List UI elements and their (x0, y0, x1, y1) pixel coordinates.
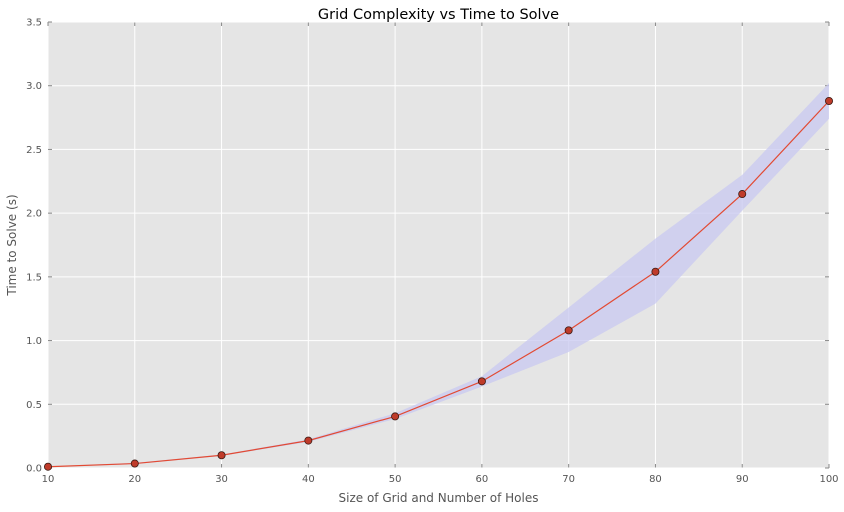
y-tick-label: 0.0 (26, 464, 42, 475)
x-tick-label: 90 (736, 474, 749, 485)
x-tick-label: 70 (562, 474, 575, 485)
data-point (391, 412, 400, 421)
data-point (651, 267, 660, 276)
y-axis-label: Time to Solve (s) (5, 194, 19, 296)
confidence-band-area (48, 83, 829, 467)
series-line-group (47, 100, 830, 468)
y-tick-label: 0.5 (26, 400, 42, 411)
data-point (738, 190, 747, 199)
data-point (477, 377, 486, 386)
y-tick-label: 1.0 (26, 336, 42, 347)
x-tick-label: 10 (42, 474, 55, 485)
data-point (825, 97, 834, 106)
x-tick-labels: 10 20 30 40 50 60 70 80 90 100 (42, 474, 839, 485)
x-tick-label: 30 (215, 474, 228, 485)
series-line (47, 100, 830, 468)
chart-title: Grid Complexity vs Time to Solve (318, 7, 559, 23)
data-point (217, 451, 226, 460)
y-tick-label: 1.5 (26, 272, 42, 283)
y-tick-label: 2.5 (26, 145, 42, 156)
data-point (130, 459, 139, 468)
data-point (44, 462, 53, 471)
y-tick-labels: 0.0 0.5 1.0 1.5 2.0 2.5 3.0 3.5 (26, 18, 42, 475)
y-tick-label: 3.5 (26, 18, 42, 29)
x-axis-label: Size of Grid and Number of Holes (339, 491, 539, 505)
y-tick-label: 2.0 (26, 209, 42, 220)
x-tick-label: 40 (302, 474, 315, 485)
data-point (304, 436, 313, 445)
y-tick-label: 3.0 (26, 81, 42, 92)
x-tick-label: 20 (128, 474, 141, 485)
x-tick-label: 100 (819, 474, 838, 485)
data-point (564, 326, 573, 335)
x-tick-label: 60 (476, 474, 489, 485)
x-tick-label: 50 (389, 474, 402, 485)
series-markers (44, 97, 834, 471)
x-tick-label: 80 (649, 474, 662, 485)
confidence-band (48, 83, 829, 467)
